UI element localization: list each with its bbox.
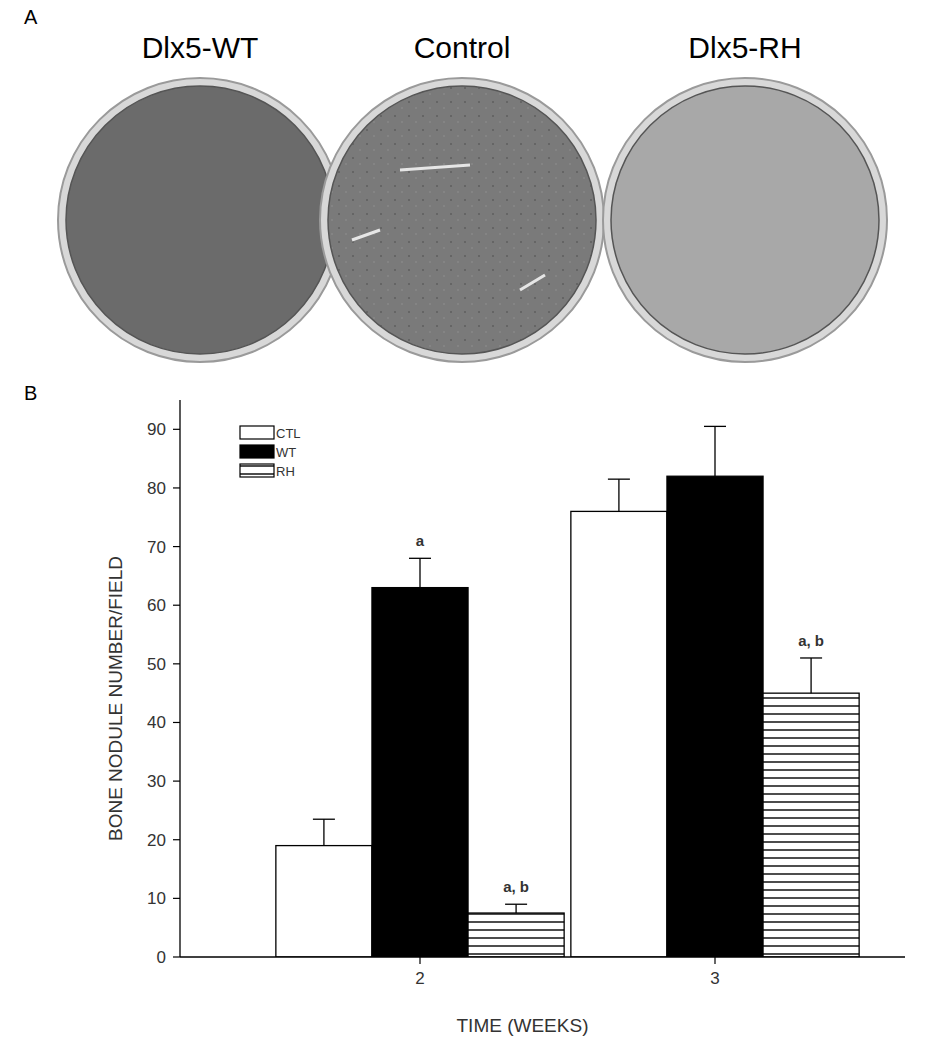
y-tick-label: 60 — [147, 596, 166, 615]
error-stem — [714, 426, 715, 476]
error-bar — [409, 558, 431, 587]
x-axis-label: TIME (WEEKS) — [457, 1015, 589, 1036]
y-tick — [173, 663, 180, 664]
error-cap — [608, 479, 630, 480]
dish-culture — [66, 86, 334, 354]
x-tick — [714, 957, 715, 964]
bar — [763, 693, 859, 957]
y-tick — [173, 546, 180, 547]
error-bar — [800, 658, 822, 693]
error-stem — [419, 558, 420, 587]
error-stem — [810, 658, 811, 693]
y-tick — [173, 781, 180, 782]
legend-swatch — [240, 464, 274, 477]
legend-label: CTL — [276, 426, 301, 441]
error-bar — [608, 479, 630, 511]
dish-label: Dlx5-RH — [688, 31, 801, 64]
bar — [276, 846, 372, 957]
y-tick — [173, 487, 180, 488]
error-bar — [704, 426, 726, 476]
annotation: a, b — [798, 632, 824, 649]
y-tick — [173, 839, 180, 840]
error-bar — [313, 819, 335, 845]
x-axis — [180, 956, 905, 957]
marks — [276, 426, 859, 957]
error-stem — [618, 479, 619, 511]
y-tick-label: 70 — [147, 538, 166, 557]
y-axis — [179, 400, 180, 957]
dish-label: Control — [414, 31, 511, 64]
error-cap — [704, 426, 726, 427]
bar — [571, 511, 667, 957]
panel-label: A — [24, 6, 38, 28]
dish-culture — [611, 86, 879, 354]
panel-label: B — [24, 382, 37, 404]
error-cap — [313, 819, 335, 820]
y-axis-label: BONE NODULE NUMBER/FIELD — [105, 556, 126, 841]
x-tick — [419, 957, 420, 964]
y-tick-label: 0 — [157, 948, 166, 967]
dish-label: Dlx5-WT — [142, 31, 259, 64]
error-stem — [323, 819, 324, 845]
x-tick-label: 2 — [415, 969, 424, 988]
bar — [372, 588, 468, 957]
annotation: a, b — [503, 878, 529, 895]
dish-rim — [603, 78, 887, 362]
legend-label: WT — [276, 445, 296, 460]
legend-label: RH — [276, 464, 295, 479]
x-tick-label: 3 — [710, 969, 719, 988]
legend-swatch — [240, 426, 274, 439]
legend-swatch — [240, 445, 274, 458]
dish-rim — [320, 78, 604, 362]
y-tick-label: 90 — [147, 420, 166, 439]
error-bar — [505, 904, 527, 913]
error-cap — [409, 558, 431, 559]
y-tick-label: 20 — [147, 831, 166, 850]
error-stem — [515, 904, 516, 913]
y-tick-label: 40 — [147, 713, 166, 732]
bar — [468, 913, 564, 957]
dish-rim — [58, 78, 342, 362]
error-cap — [800, 657, 822, 658]
y-tick — [173, 605, 180, 606]
y-tick — [173, 956, 180, 957]
y-tick — [173, 722, 180, 723]
y-tick-label: 10 — [147, 889, 166, 908]
dish-scratch — [352, 165, 545, 290]
dish-culture — [328, 86, 596, 354]
y-tick-label: 30 — [147, 772, 166, 791]
y-tick — [173, 429, 180, 430]
y-tick-label: 80 — [147, 479, 166, 498]
y-tick-label: 50 — [147, 655, 166, 674]
y-tick — [173, 898, 180, 899]
bar — [667, 476, 763, 957]
figure: A Dlx5-WT Control Dlx5-RH Ba a, b a, b 0 10 20 30 4… — [0, 0, 926, 1050]
error-cap — [505, 904, 527, 905]
annotation: a — [416, 532, 425, 549]
